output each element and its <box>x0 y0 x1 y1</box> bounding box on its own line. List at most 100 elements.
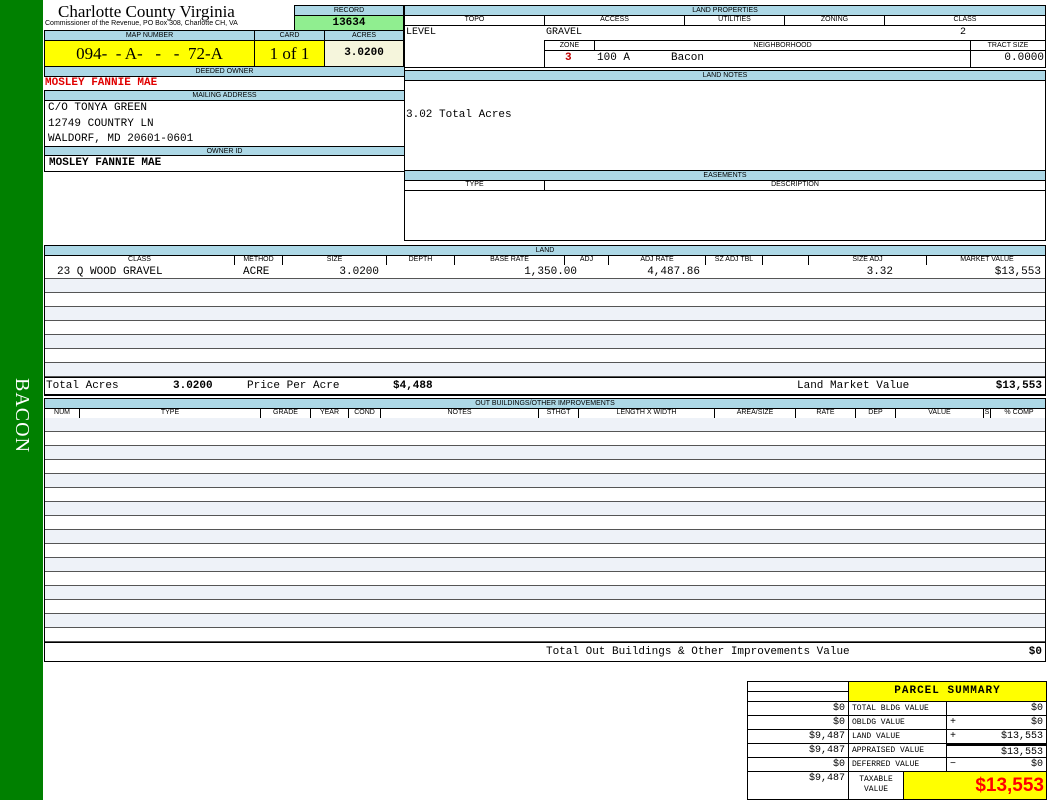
land-cell-class: 23 Q WOOD GRAVEL <box>57 266 163 278</box>
mailing-address: C/O TONYA GREEN 12749 COUNTRY LN WALDORF… <box>44 100 405 147</box>
table-row <box>45 572 1045 586</box>
table-row <box>45 293 1045 307</box>
access-value: GRAVEL <box>546 27 583 38</box>
address-line: C/O TONYA GREEN <box>48 102 148 114</box>
parcel-summary: PARCEL SUMMARY $0 TOTAL BLDG VALUE $0 $0 OBL… <box>747 681 1047 800</box>
summary-value: $0 <box>946 715 1047 730</box>
land-table: 23 Q WOOD GRAVEL ACRE 3.0200 1,350.00 4,487.… <box>44 265 1046 378</box>
outbuildings-total-label: Total Out Buildings & Other Improvements… <box>546 646 850 658</box>
outbuildings-title: OUT BUILDINGS/OTHER IMPROVEMENTS <box>44 398 1046 409</box>
outbuildings-col-header: STHGT <box>539 408 579 418</box>
table-row <box>45 474 1045 488</box>
table-row: 23 Q WOOD GRAVEL ACRE 3.0200 1,350.00 4,487.… <box>45 265 1045 279</box>
table-row <box>45 321 1045 335</box>
summary-label: DEFERRED VALUE <box>848 757 947 772</box>
table-row <box>45 307 1045 321</box>
tract-size-label: TRACT SIZE <box>970 40 1046 51</box>
col-easement-description: DESCRIPTION <box>771 181 819 188</box>
summary-value: $0 <box>946 757 1047 772</box>
table-row <box>45 600 1045 614</box>
col-access: ACCESS <box>545 15 685 25</box>
col-utilities: UTILITIES <box>685 15 785 25</box>
outbuildings-col-header: NOTES <box>381 408 539 418</box>
price-per-acre-label: Price Per Acre <box>247 380 340 392</box>
col-easement-type: TYPE <box>405 180 545 190</box>
summary-value: $13,553 <box>946 743 1047 758</box>
table-row <box>45 586 1045 600</box>
outbuildings-col-header: AREA/SIZE <box>715 408 796 418</box>
summary-title: PARCEL SUMMARY <box>848 681 1047 702</box>
outbuildings-col-header: VALUE <box>896 408 984 418</box>
col-class: CLASS <box>953 16 977 23</box>
land-col-header: METHOD <box>235 255 283 265</box>
col-zoning: ZONING <box>785 15 885 25</box>
land-col-header <box>763 255 809 265</box>
land-totals: Total Acres 3.0200 Price Per Acre $4,488… <box>44 377 1046 396</box>
class-value: 2 <box>960 27 967 38</box>
summary-left-value: $0 <box>747 701 849 716</box>
table-row <box>45 502 1045 516</box>
topo-value: LEVEL <box>406 27 437 38</box>
sidebar-label: BACON <box>11 378 33 454</box>
address-line: WALDORF, MD 20601-0601 <box>48 133 194 145</box>
outbuildings-col-header: NUM <box>45 408 80 418</box>
land-cell-size: 3.0200 <box>339 266 379 278</box>
table-row <box>45 432 1045 446</box>
land-col-header: SIZE <box>283 255 387 265</box>
land-col-header: SZ ADJ TBL <box>706 255 763 265</box>
outbuildings-col-header: YEAR <box>311 408 349 418</box>
land-col-header: ADJ <box>565 255 609 265</box>
table-row <box>45 558 1045 572</box>
taxable-label: TAXABLE VALUE <box>848 771 904 800</box>
land-properties-title: LAND PROPERTIES <box>404 5 1046 16</box>
outbuildings-col-header: LENGTH X WIDTH <box>579 408 715 418</box>
owner-id: MOSLEY FANNIE MAE <box>44 155 405 172</box>
county-title: Charlotte County Virginia <box>58 2 235 21</box>
table-row <box>45 544 1045 558</box>
table-row <box>45 516 1045 530</box>
total-acres-label: Total Acres <box>46 380 119 392</box>
summary-left-value: $0 <box>747 715 849 730</box>
neighborhood-label: NEIGHBORHOOD <box>594 40 971 51</box>
land-cell-size_adj: 3.32 <box>866 266 893 278</box>
land-col-header: CLASS <box>45 255 235 265</box>
price-per-acre: $4,488 <box>393 380 433 392</box>
land-notes-text: 3.02 Total Acres <box>406 109 512 121</box>
summary-label: TOTAL BLDG VALUE <box>848 701 947 716</box>
table-row <box>45 614 1045 628</box>
outbuildings-total-row: Total Out Buildings & Other Improvements… <box>44 642 1046 662</box>
land-market-value: $13,553 <box>995 380 1042 392</box>
summary-label: OBLDG VALUE <box>848 715 947 730</box>
summary-label: APPRAISED VALUE <box>848 743 947 758</box>
map-number: 094- - A- - - 72-A <box>44 40 255 67</box>
deeded-owner: MOSLEY FANNIE MAE <box>45 77 158 89</box>
sidebar <box>0 0 43 800</box>
outbuildings-col-header: TYPE <box>80 408 261 418</box>
easements-columns: TYPE DESCRIPTION <box>404 180 1046 191</box>
land-properties-columns: TOPO ACCESS UTILITIES ZONING CLASS <box>404 15 1046 26</box>
card-value: 1 of 1 <box>254 40 325 67</box>
table-row <box>45 530 1045 544</box>
address-line: 12749 COUNTRY LN <box>48 118 154 130</box>
easements-title: EASEMENTS <box>404 170 1046 181</box>
summary-left-value: $9,487 <box>747 743 849 758</box>
table-row <box>45 335 1045 349</box>
outbuildings-col-header: % COMP <box>1004 409 1034 416</box>
zone-divider <box>544 50 545 68</box>
summary-label: LAND VALUE <box>848 729 947 744</box>
land-col-header: MARKET VALUE <box>960 256 1014 263</box>
county-subtitle: Commissioner of the Revenue, PO Box 308,… <box>45 20 238 27</box>
land-notes-title: LAND NOTES <box>404 70 1046 81</box>
land-cell-method: ACRE <box>243 266 270 278</box>
land-col-header: DEPTH <box>387 255 455 265</box>
outbuildings-table <box>44 418 1046 644</box>
col-topo: TOPO <box>405 15 545 25</box>
outbuildings-col-header: GRADE <box>261 408 311 418</box>
outbuildings-col-header: DEP <box>856 408 896 418</box>
table-row <box>45 363 1045 377</box>
table-row <box>45 349 1045 363</box>
easements-body <box>404 190 1046 241</box>
land-cell-base_rate: 1,350.00 <box>524 266 577 278</box>
land-col-header: ADJ RATE <box>609 255 706 265</box>
table-row <box>45 460 1045 474</box>
